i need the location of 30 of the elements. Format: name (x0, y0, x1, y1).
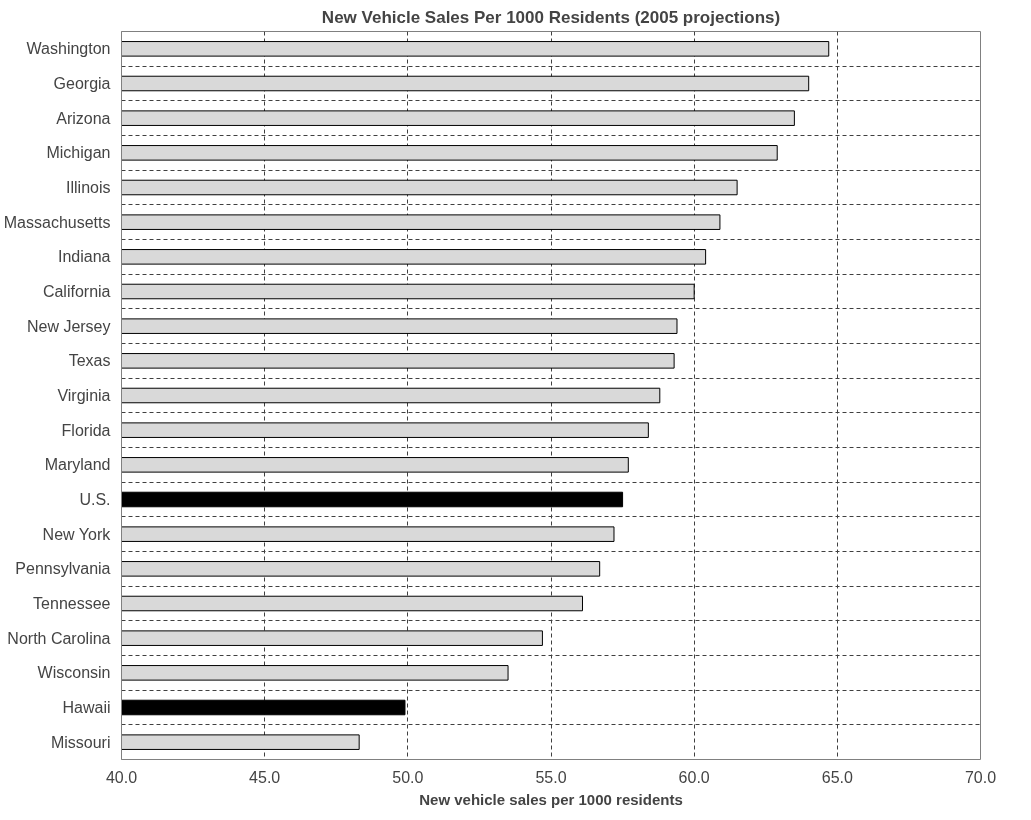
y-tick-label: Missouri (50, 733, 111, 751)
y-tick-label: Michigan (46, 144, 111, 162)
x-axis-title: New vehicle sales per 1000 residents (419, 790, 683, 808)
y-tick-label: Georgia (53, 75, 111, 92)
y-tick-label: New Jersey (26, 317, 111, 335)
x-tick-label: 40.0 (105, 768, 138, 786)
x-tick-label: 55.0 (535, 768, 567, 786)
y-tick-label: Washington (26, 40, 111, 58)
y-tick-label: Tennessee (33, 595, 111, 612)
y-tick-label: Wisconsin (37, 664, 111, 682)
x-tick-label: 60.0 (678, 768, 710, 786)
y-tick-label: Virginia (57, 387, 111, 404)
y-tick-label: Arizona (56, 109, 111, 127)
y-tick-label: Texas (68, 352, 111, 370)
y-tick-label: Massachusetts (3, 213, 111, 231)
y-tick-label: California (42, 283, 111, 300)
y-tick-label: U.S. (79, 491, 111, 508)
y-tick-label: Pennsylvania (15, 560, 111, 578)
y-tick-label: Florida (61, 421, 111, 439)
y-tick-label: Hawaii (62, 699, 111, 716)
y-tick-label: North Carolina (7, 629, 111, 647)
chart-title: New Vehicle Sales Per 1000 Residents (2005 projections) (321, 7, 781, 27)
x-tick-label: 50.0 (392, 768, 424, 786)
y-tick-label: Maryland (44, 456, 111, 474)
y-tick-label: New York (42, 525, 112, 543)
y-tick-label: Indiana (58, 248, 111, 266)
x-tick-label: 70.0 (964, 768, 997, 786)
x-tick-label: 65.0 (821, 768, 854, 786)
x-tick-label: 45.0 (249, 768, 281, 786)
y-tick-label: Illinois (66, 179, 111, 196)
